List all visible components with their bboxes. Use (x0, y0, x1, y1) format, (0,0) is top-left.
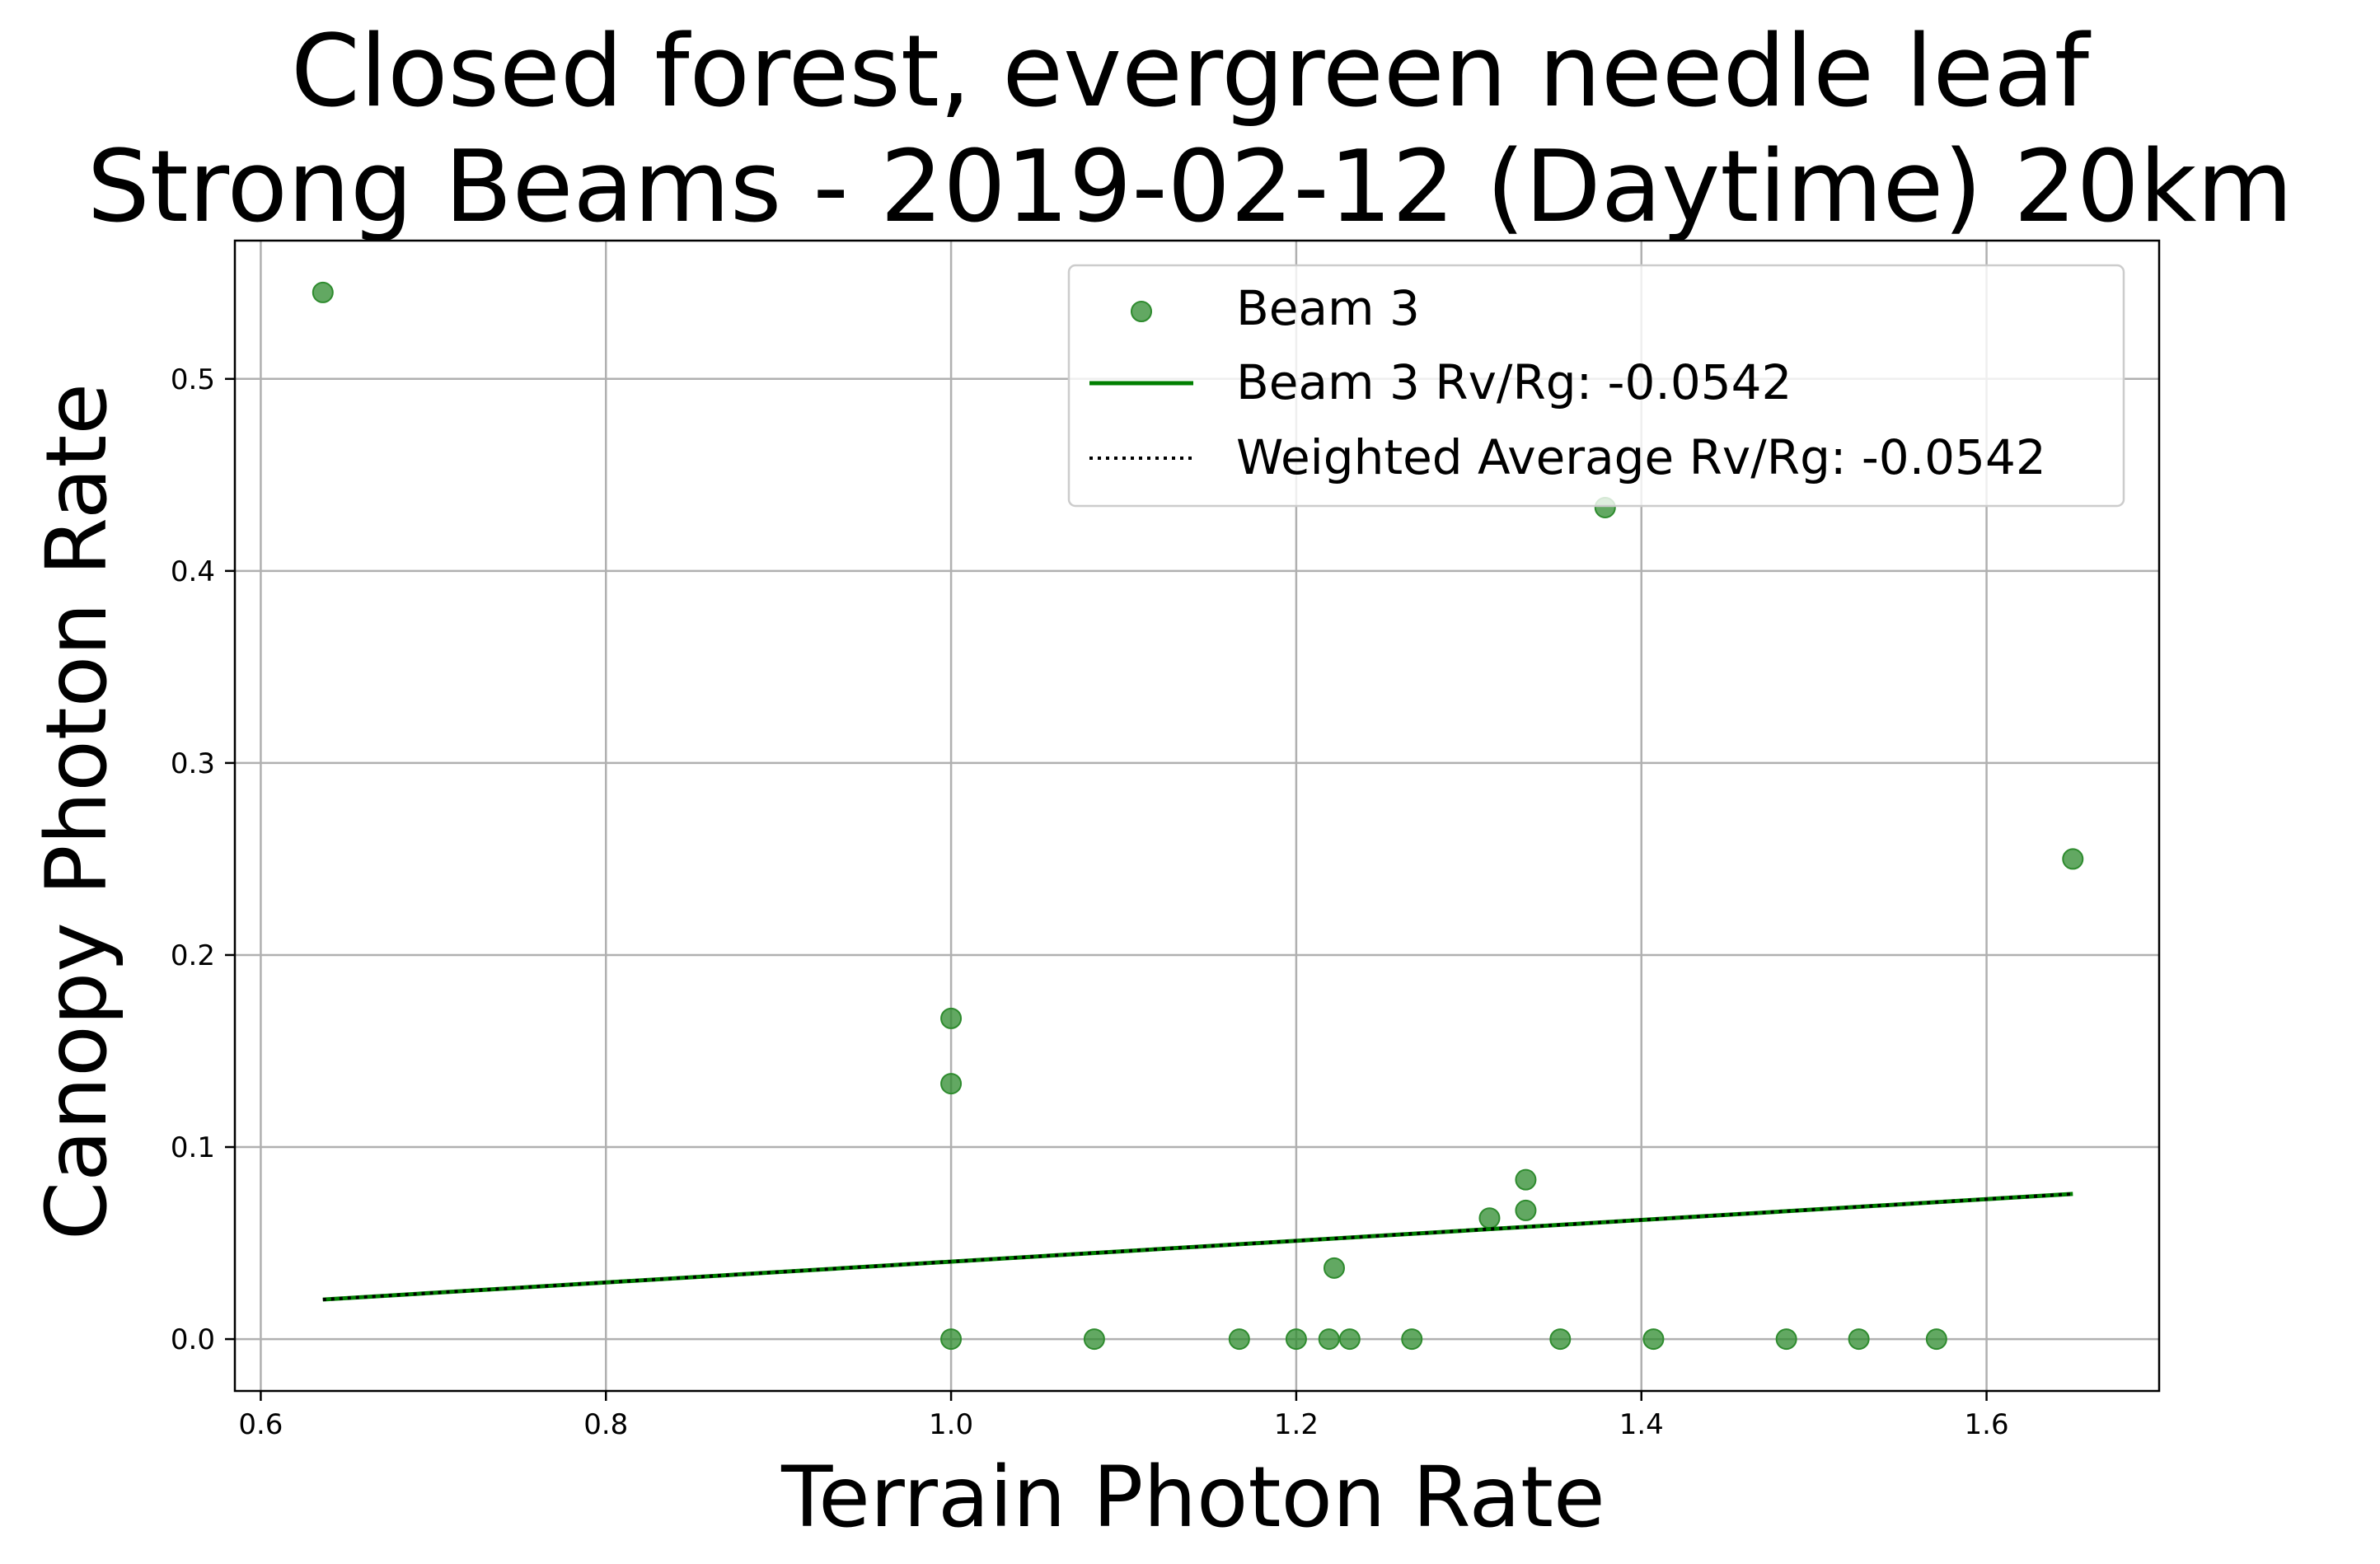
scatter-point (940, 1073, 963, 1095)
y-tick-label: 0.1 (171, 1131, 215, 1164)
scatter-point (1515, 1199, 1537, 1221)
scatter-point (1775, 1328, 1797, 1351)
plot-frame (233, 239, 2161, 1393)
scatter-point (1848, 1328, 1870, 1351)
legend-marker-beam-3 (1131, 301, 1152, 322)
legend-label-beam-3-fit: Beam 3 Rv/Rg: -0.0542 (1236, 354, 1792, 410)
scatter-point (1318, 1328, 1340, 1351)
scatter-point (940, 1007, 963, 1029)
scatter-point (940, 1328, 963, 1351)
legend-label-weighted-average: Weighted Average Rv/Rg: -0.0542 (1236, 429, 2046, 485)
legend: Beam 3 Beam 3 Rv/Rg: -0.0542 Weighted Av… (1067, 264, 2125, 508)
scatter-point (312, 281, 334, 303)
scatter-point (1642, 1328, 1665, 1351)
weighted-average-line (322, 1192, 2073, 1302)
scatter-point (1478, 1207, 1501, 1229)
scatter-point (1515, 1168, 1537, 1191)
scatter-point (1228, 1328, 1250, 1351)
legend-label-beam-3: Beam 3 (1236, 280, 1420, 336)
chart-title-line1: Closed forest, evergreen needle leaf (291, 15, 2092, 129)
x-tick-label: 1.4 (1619, 1408, 1664, 1441)
scatter-point (1083, 1328, 1105, 1351)
y-tick-label: 0.4 (171, 555, 215, 588)
scatter-point (1401, 1328, 1423, 1351)
y-tick-label: 0.3 (171, 747, 215, 780)
scatter-point (1323, 1257, 1345, 1279)
x-tick-label: 1.6 (1965, 1408, 2009, 1441)
scatter-point (2062, 848, 2084, 870)
x-axis-label: Terrain Photon Rate (780, 1449, 1605, 1547)
y-axis-label: Canopy Photon Rate (28, 383, 126, 1240)
x-tick-label: 0.8 (583, 1408, 628, 1441)
x-tick-label: 0.6 (238, 1408, 283, 1441)
plot-data (312, 281, 2084, 1351)
scatter-point (1285, 1328, 1307, 1351)
x-tick-label: 1.0 (929, 1408, 973, 1441)
y-tick-label: 0.2 (171, 939, 215, 972)
scatter-point (1338, 1328, 1361, 1351)
y-tick-label: 0.5 (171, 363, 215, 396)
scatter-point (1549, 1328, 1572, 1351)
legend-box (1067, 264, 2125, 508)
chart-title-line2: Strong Beams - 2019-02-12 (Daytime) 20km (87, 130, 2293, 245)
x-tick-label: 1.2 (1274, 1408, 1319, 1441)
scatter-point (1925, 1328, 1947, 1351)
ticks: 0.6 0.8 1.0 1.2 1.4 1.6 0.0 0.1 0.2 0.3 0.4 0.5 (171, 363, 2009, 1441)
y-tick-label: 0.0 (171, 1323, 215, 1356)
